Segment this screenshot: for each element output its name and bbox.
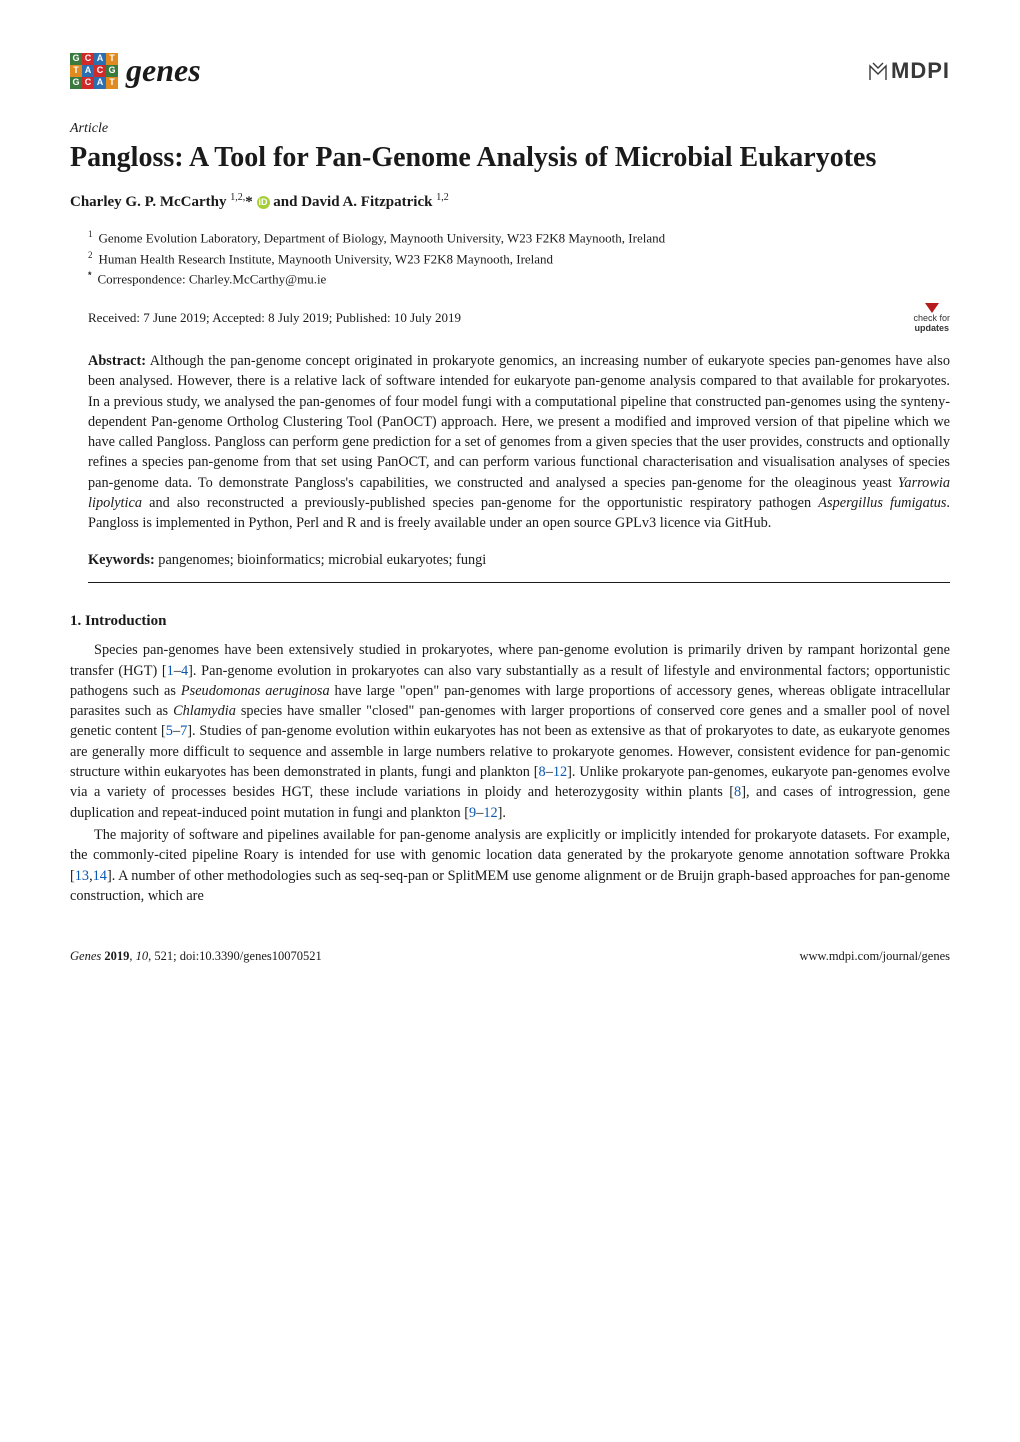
journal-name: genes [126, 48, 201, 93]
affiliations: 1Genome Evolution Laboratory, Department… [88, 228, 950, 289]
dates: Received: 7 June 2019; Accepted: 8 July … [88, 309, 461, 327]
footer-url: www.mdpi.com/journal/genes [799, 948, 950, 966]
ref-link[interactable]: 1 [167, 663, 174, 679]
updates-line2: updates [914, 324, 949, 333]
paragraph-2: The majority of software and pipelines a… [70, 825, 950, 906]
section-heading-1: 1. Introduction [70, 611, 950, 632]
abstract-body: Although the pan-genome concept originat… [88, 353, 950, 531]
affiliation-line: 1Genome Evolution Laboratory, Department… [88, 228, 950, 248]
publisher-name: MDPI [891, 55, 950, 86]
logo-cell: G [70, 77, 82, 89]
logo-cell: T [70, 65, 82, 77]
ref-link[interactable]: 14 [93, 868, 107, 884]
keywords-label: Keywords: [88, 552, 155, 568]
check-for-updates-badge[interactable]: check for updates [913, 303, 950, 333]
logo-cell: G [106, 65, 118, 77]
ref-link[interactable]: 8 [539, 764, 546, 780]
footer: Genes 2019, 10, 521; doi:10.3390/genes10… [70, 948, 950, 966]
publisher-logo: MDPI [867, 55, 950, 86]
footer-citation: Genes 2019, 10, 521; doi:10.3390/genes10… [70, 948, 322, 966]
logo-cell: A [94, 53, 106, 65]
dates-row: Received: 7 June 2019; Accepted: 8 July … [88, 303, 950, 333]
article-type: Article [70, 119, 950, 139]
abstract-label: Abstract: [88, 353, 146, 369]
journal-logo: GCATTACGGCAT genes [70, 48, 201, 93]
logo-cell: C [82, 53, 94, 65]
ref-link[interactable]: 12 [553, 764, 567, 780]
logo-cell: C [94, 65, 106, 77]
mdpi-icon [867, 60, 889, 82]
keywords: Keywords: pangenomes; bioinformatics; mi… [88, 550, 950, 570]
ref-link[interactable]: 13 [75, 868, 89, 884]
abstract: Abstract: Although the pan-genome concep… [88, 351, 950, 534]
logo-cell: G [70, 53, 82, 65]
keywords-text: pangenomes; bioinformatics; microbial eu… [158, 552, 486, 568]
affiliation-line: *Correspondence: Charley.McCarthy@mu.ie [88, 269, 950, 289]
ref-link[interactable]: 12 [483, 805, 497, 821]
header: GCATTACGGCAT genes MDPI [70, 48, 950, 93]
affiliation-line: 2Human Health Research Institute, Maynoo… [88, 249, 950, 269]
divider [88, 582, 950, 583]
ref-link[interactable]: 5 [166, 723, 173, 739]
paragraph-1: Species pan-genomes have been extensivel… [70, 640, 950, 823]
authors: Charley G. P. McCarthy 1,2,* iD and Davi… [70, 191, 950, 213]
logo-cell: T [106, 77, 118, 89]
logo-cell: T [106, 53, 118, 65]
article-title: Pangloss: A Tool for Pan-Genome Analysis… [70, 141, 950, 175]
logo-cell: C [82, 77, 94, 89]
logo-cell: A [94, 77, 106, 89]
arrow-down-icon [925, 303, 939, 313]
logo-grid-icon: GCATTACGGCAT [70, 53, 118, 89]
logo-cell: A [82, 65, 94, 77]
